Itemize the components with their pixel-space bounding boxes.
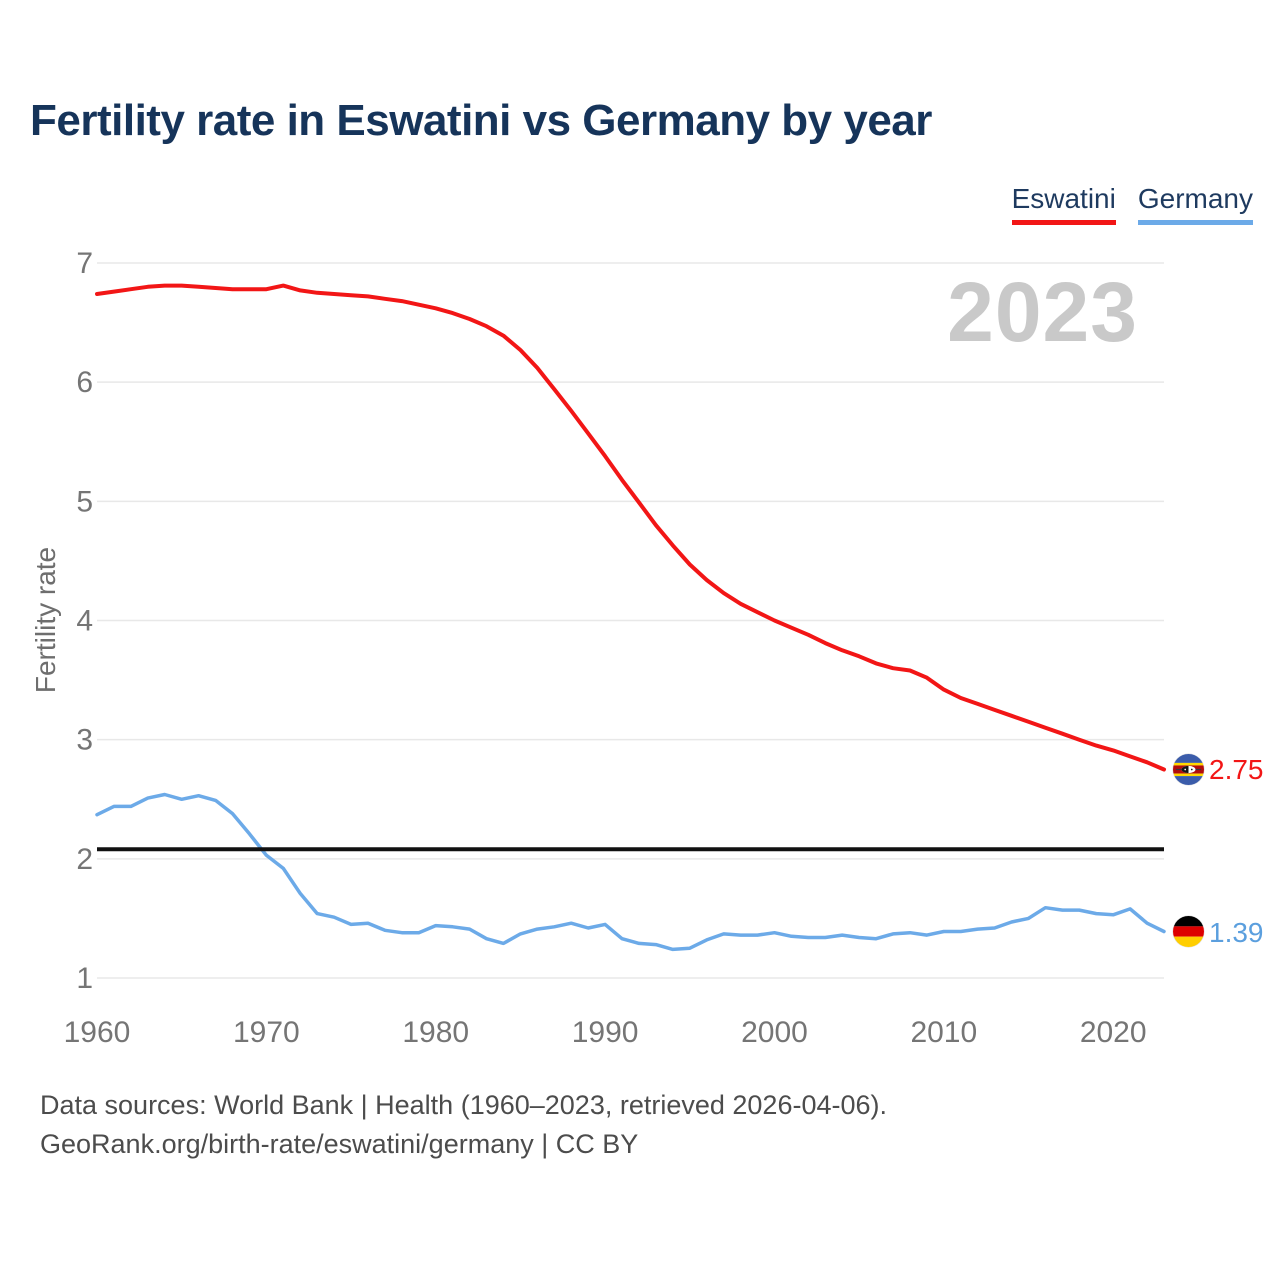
x-tick-label-1990: 1990 bbox=[572, 1016, 639, 1049]
y-tick-label-1: 1 bbox=[76, 962, 93, 995]
series-line-germany bbox=[95, 792, 1166, 952]
legend-item-germany[interactable]: Germany bbox=[1137, 183, 1253, 225]
germany-end-value: 1.39 bbox=[1209, 916, 1264, 948]
x-tick-label-1970: 1970 bbox=[233, 1016, 300, 1049]
series-line-eswatini bbox=[95, 283, 1166, 772]
y-tick-label-6: 6 bbox=[76, 366, 93, 399]
source-line-1: Data sources: World Bank | Health (1960–… bbox=[40, 1090, 887, 1120]
source-line-2: GeoRank.org/birth-rate/eswatini/germany … bbox=[40, 1129, 639, 1159]
source-attribution: Data sources: World Bank | Health (1960–… bbox=[40, 1086, 887, 1164]
y-tick-label-5: 5 bbox=[76, 485, 93, 518]
y-tick-label-7: 7 bbox=[76, 247, 93, 280]
x-tick-label-2010: 2010 bbox=[910, 1016, 977, 1049]
x-tick-label-1980: 1980 bbox=[402, 1016, 469, 1049]
x-tick-label-2020: 2020 bbox=[1080, 1016, 1147, 1049]
chart-title: Fertility rate in Eswatini vs Germany by… bbox=[30, 96, 932, 145]
year-watermark: 2023 bbox=[947, 265, 1138, 359]
y-tick-label-2: 2 bbox=[76, 843, 93, 876]
legend-item-eswatini[interactable]: Eswatini bbox=[1011, 183, 1116, 225]
y-tick-label-3: 3 bbox=[76, 724, 93, 757]
x-tick-label-2000: 2000 bbox=[741, 1016, 808, 1049]
eswatini-end-value: 2.75 bbox=[1209, 754, 1264, 786]
germany-flag-icon bbox=[1173, 916, 1204, 948]
legend-label-germany: Germany bbox=[1137, 183, 1253, 214]
legend-label-eswatini: Eswatini bbox=[1011, 183, 1116, 214]
y-tick-label-4: 4 bbox=[76, 605, 93, 638]
legend: Eswatini Germany bbox=[1011, 183, 1253, 225]
eswatini-flag-icon bbox=[1173, 753, 1204, 785]
x-tick-label-1960: 1960 bbox=[64, 1016, 131, 1049]
